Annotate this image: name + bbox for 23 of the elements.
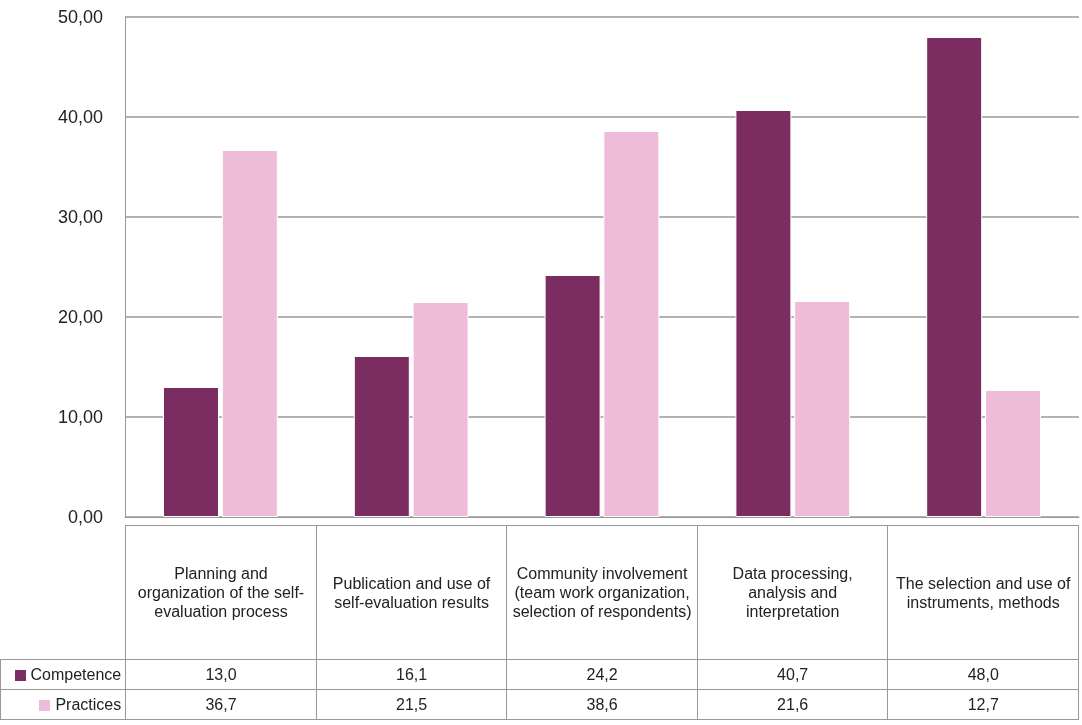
data-label: 16,1 [316,659,507,690]
x-tick-label: The selection and use of instruments, methods [887,525,1079,660]
data-label: 21,5 [316,689,507,720]
y-tick-label: 0,00 [67,507,103,527]
x-tick-label: Publication and use of self-evaluation results [316,525,507,660]
data-label: 38,6 [506,689,698,720]
data-label: 36,7 [125,689,317,720]
legend-label: Practices [0,689,126,720]
x-tick-label: Data processing, analysis and interpretation [697,525,888,660]
y-tick-label: 10,00 [57,407,103,427]
x-tick-label: Community involvement (team work organization, selection of respondents) [506,525,698,660]
data-label: 48,0 [887,659,1079,690]
data-label: 21,6 [697,689,888,720]
legend-label: Competence [0,659,126,690]
data-label: 24,2 [506,659,698,690]
y-tick-label: 30,00 [57,207,103,227]
x-tick-label: Planning and organization of the self-evaluation process [125,525,317,660]
y-tick-label: 40,00 [57,107,103,127]
data-label: 13,0 [125,659,317,690]
y-tick-label: 20,00 [57,307,103,327]
data-label: 12,7 [887,689,1079,720]
data-label: 40,7 [697,659,888,690]
y-tick-label: 50,00 [57,7,103,27]
